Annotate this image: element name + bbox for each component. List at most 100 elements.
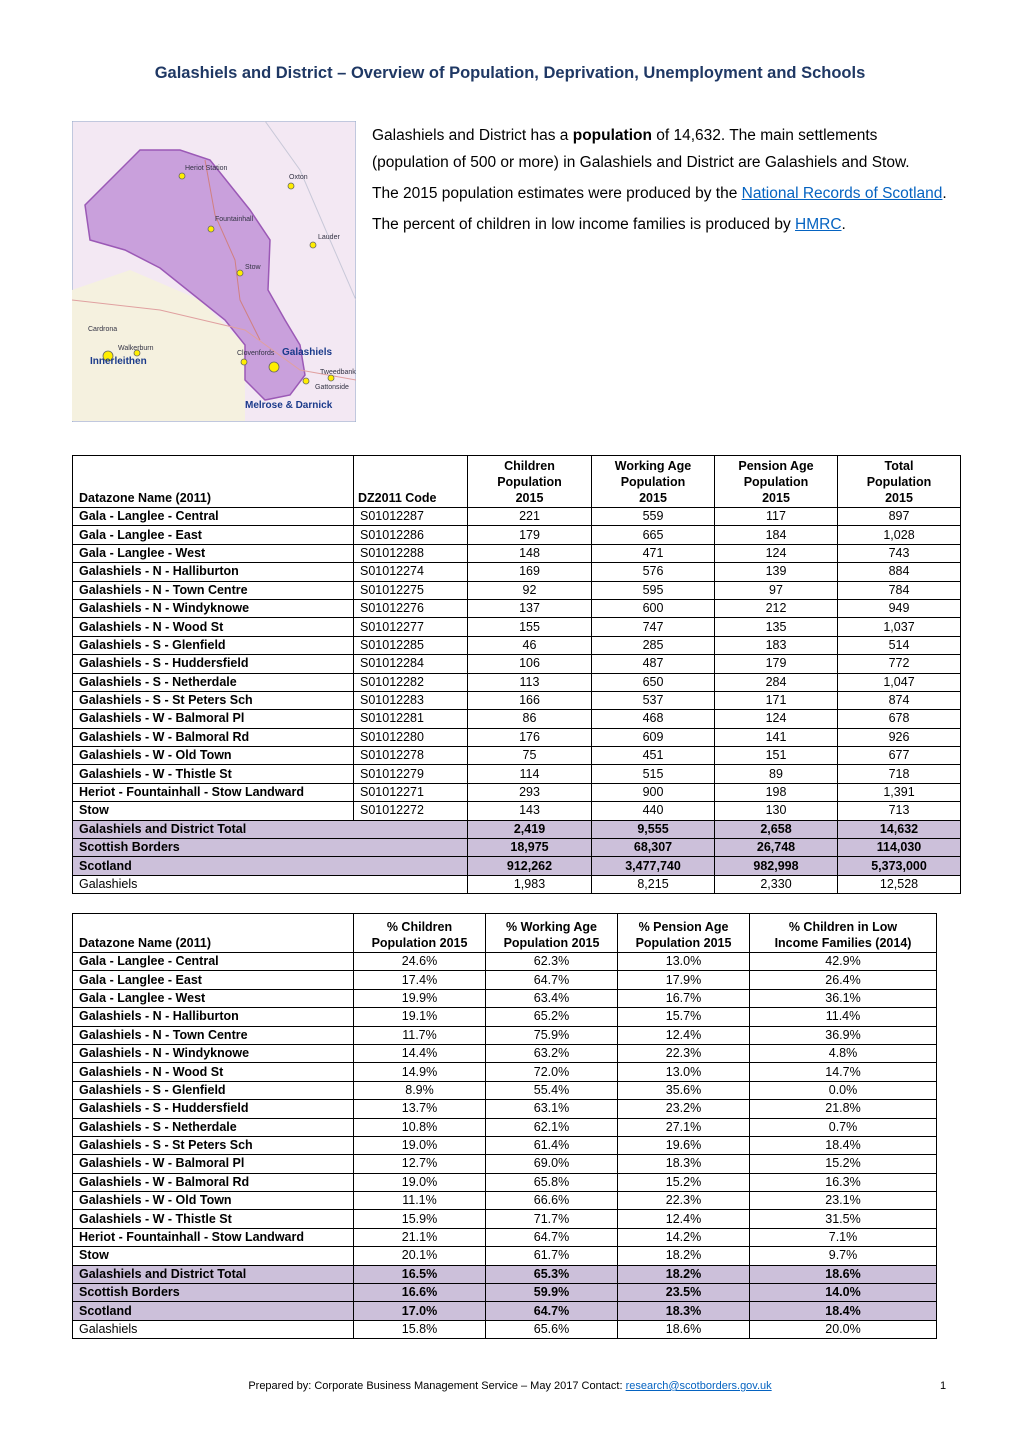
cell: 46: [467, 635, 592, 656]
data-row: Heriot - Fountainhall - Stow Landward 21.…: [72, 1227, 937, 1248]
data-row: Galashiels - S - Glenfield S01012285 46 285…: [72, 635, 961, 656]
town-dot: [287, 182, 295, 190]
cell: S01012275: [353, 580, 468, 600]
row-name: Galashiels and District Total: [72, 819, 468, 840]
town-dot: [178, 172, 186, 180]
cell: 89: [714, 764, 838, 784]
text: .: [942, 185, 947, 202]
cell: 61.7%: [485, 1246, 618, 1266]
cell: 16.5%: [353, 1264, 486, 1285]
datazone-name: Stow: [72, 801, 354, 821]
cell: 18.2%: [617, 1264, 750, 1285]
row-name: Galashiels and District Total: [72, 1264, 354, 1285]
data-row: Galashiels - N - Town Centre S01012275 92 5…: [72, 580, 961, 600]
data-row: Galashiels - N - Town Centre 11.7% 75.9% 12…: [72, 1025, 937, 1045]
datazone-name: Heriot - Fountainhall - Stow Landward: [72, 1227, 354, 1248]
cell: 72.0%: [485, 1062, 618, 1082]
link[interactable]: National Records of Scotland: [741, 185, 943, 202]
cell: 293: [467, 782, 592, 803]
town-dot: [240, 358, 248, 366]
datazone-name: Gala - Langlee - West: [72, 988, 354, 1009]
data-row: Galashiels - S - St Peters Sch 19.0% 61.4%…: [72, 1135, 937, 1156]
cell: 926: [837, 727, 961, 748]
cell: 19.1%: [353, 1007, 486, 1027]
data-row: Gala - Langlee - East 17.4% 64.7% 17.9% 26.4…: [72, 970, 937, 990]
data-row: Heriot - Fountainhall - Stow Landward S01…: [72, 782, 961, 803]
data-row: Gala - Langlee - West 19.9% 63.4% 16.7% 36.1…: [72, 988, 937, 1009]
cell: 884: [837, 562, 961, 582]
summary-row: Galashiels and District Total 16.5% 65.3% 1…: [72, 1264, 937, 1285]
text: Galashiels and District has a: [372, 127, 573, 144]
data-row: Galashiels - W - Thistle St S01012279 114 5…: [72, 764, 961, 784]
cell: 912,262: [467, 856, 592, 876]
header-row: Datazone Name (2011) DZ2011 Code Children P…: [72, 455, 961, 508]
datazone-name: Galashiels - N - Wood St: [72, 1062, 354, 1082]
cell: 487: [591, 654, 715, 674]
cell: 141: [714, 727, 838, 748]
map-label: Walkerburn: [118, 345, 154, 352]
cell: S01012284: [353, 654, 468, 674]
cell: 18.3%: [617, 1154, 750, 1174]
cell: 198: [714, 782, 838, 803]
bold-text: population: [572, 127, 652, 144]
cell: 537: [591, 690, 715, 711]
link[interactable]: HMRC: [795, 216, 842, 233]
cell: 64.7%: [485, 970, 618, 990]
data-row: Gala - Langlee - Central 24.6% 62.3% 13.0% 4…: [72, 951, 937, 972]
cell: S01012278: [353, 746, 468, 766]
datazone-name: Galashiels - W - Balmoral Rd: [72, 1172, 354, 1193]
row-name: Scottish Borders: [72, 1283, 354, 1303]
datazone-name: Gala - Langlee - West: [72, 543, 354, 564]
cell: 17.4%: [353, 970, 486, 990]
cell: 18,975: [467, 838, 592, 858]
data-row: Galashiels - N - Wood St S01012277 155 747 1…: [72, 617, 961, 637]
header-row: Datazone Name (2011) % Children Population…: [72, 913, 937, 953]
cell: 19.0%: [353, 1172, 486, 1193]
cell: 18.3%: [617, 1301, 750, 1321]
cell: 15.8%: [353, 1319, 486, 1340]
cell: 13.0%: [617, 1062, 750, 1082]
data-row: Gala - Langlee - East S01012286 179 665 184 1…: [72, 525, 961, 545]
cell: 1,028: [837, 525, 961, 545]
datazone-name: Gala - Langlee - East: [72, 525, 354, 545]
cell: 36.1%: [749, 988, 937, 1009]
town-dot: [236, 269, 244, 277]
cell: 8,215: [591, 874, 715, 895]
cell: 106: [467, 654, 592, 674]
datazone-name: Gala - Langlee - East: [72, 970, 354, 990]
header-text: Total: [884, 459, 914, 473]
cell: 16.6%: [353, 1283, 486, 1303]
cell: 184: [714, 525, 838, 545]
cell: 1,047: [837, 672, 961, 692]
cell: 86: [467, 709, 592, 729]
cell: 24.6%: [353, 951, 486, 972]
data-row: Gala - Langlee - West S01012288 148 471 124 7…: [72, 543, 961, 564]
town-dot: [207, 225, 215, 233]
cell: 12.4%: [617, 1025, 750, 1045]
header-cell: % Children Population 2015: [353, 913, 486, 953]
town-dot: [309, 241, 317, 249]
datazone-name: Galashiels - N - Town Centre: [72, 580, 354, 600]
cell: 16.7%: [617, 988, 750, 1009]
map-label: Galashiels: [282, 347, 332, 358]
datazone-name: Galashiels - W - Thistle St: [72, 764, 354, 784]
cell: S01012283: [353, 690, 468, 711]
cell: 10.8%: [353, 1117, 486, 1137]
data-row: Galashiels - W - Balmoral Rd S01012280 176…: [72, 727, 961, 748]
datazone-name: Galashiels - S - Huddersfield: [72, 654, 354, 674]
cell: 22.3%: [617, 1043, 750, 1064]
cell: 595: [591, 580, 715, 600]
cell: 1,983: [467, 874, 592, 895]
row-name: Galashiels: [72, 1319, 354, 1340]
header-text: 2015: [639, 491, 667, 505]
cell: 678: [837, 709, 961, 729]
header-cell: % Children in Low Income Families (2014): [749, 913, 937, 953]
comparison-row: Galashiels 1,983 8,215 2,330 12,528: [72, 874, 961, 895]
cell: S01012282: [353, 672, 468, 692]
cell: 155: [467, 617, 592, 637]
cell: 14.7%: [749, 1062, 937, 1082]
datazone-name: Galashiels - S - Glenfield: [72, 1080, 354, 1101]
email-link[interactable]: research@scotborders.gov.uk: [625, 1380, 772, 1392]
header-cell: DZ2011 Code: [353, 455, 468, 508]
summary-row: Scotland 17.0% 64.7% 18.3% 18.4%: [72, 1301, 937, 1321]
